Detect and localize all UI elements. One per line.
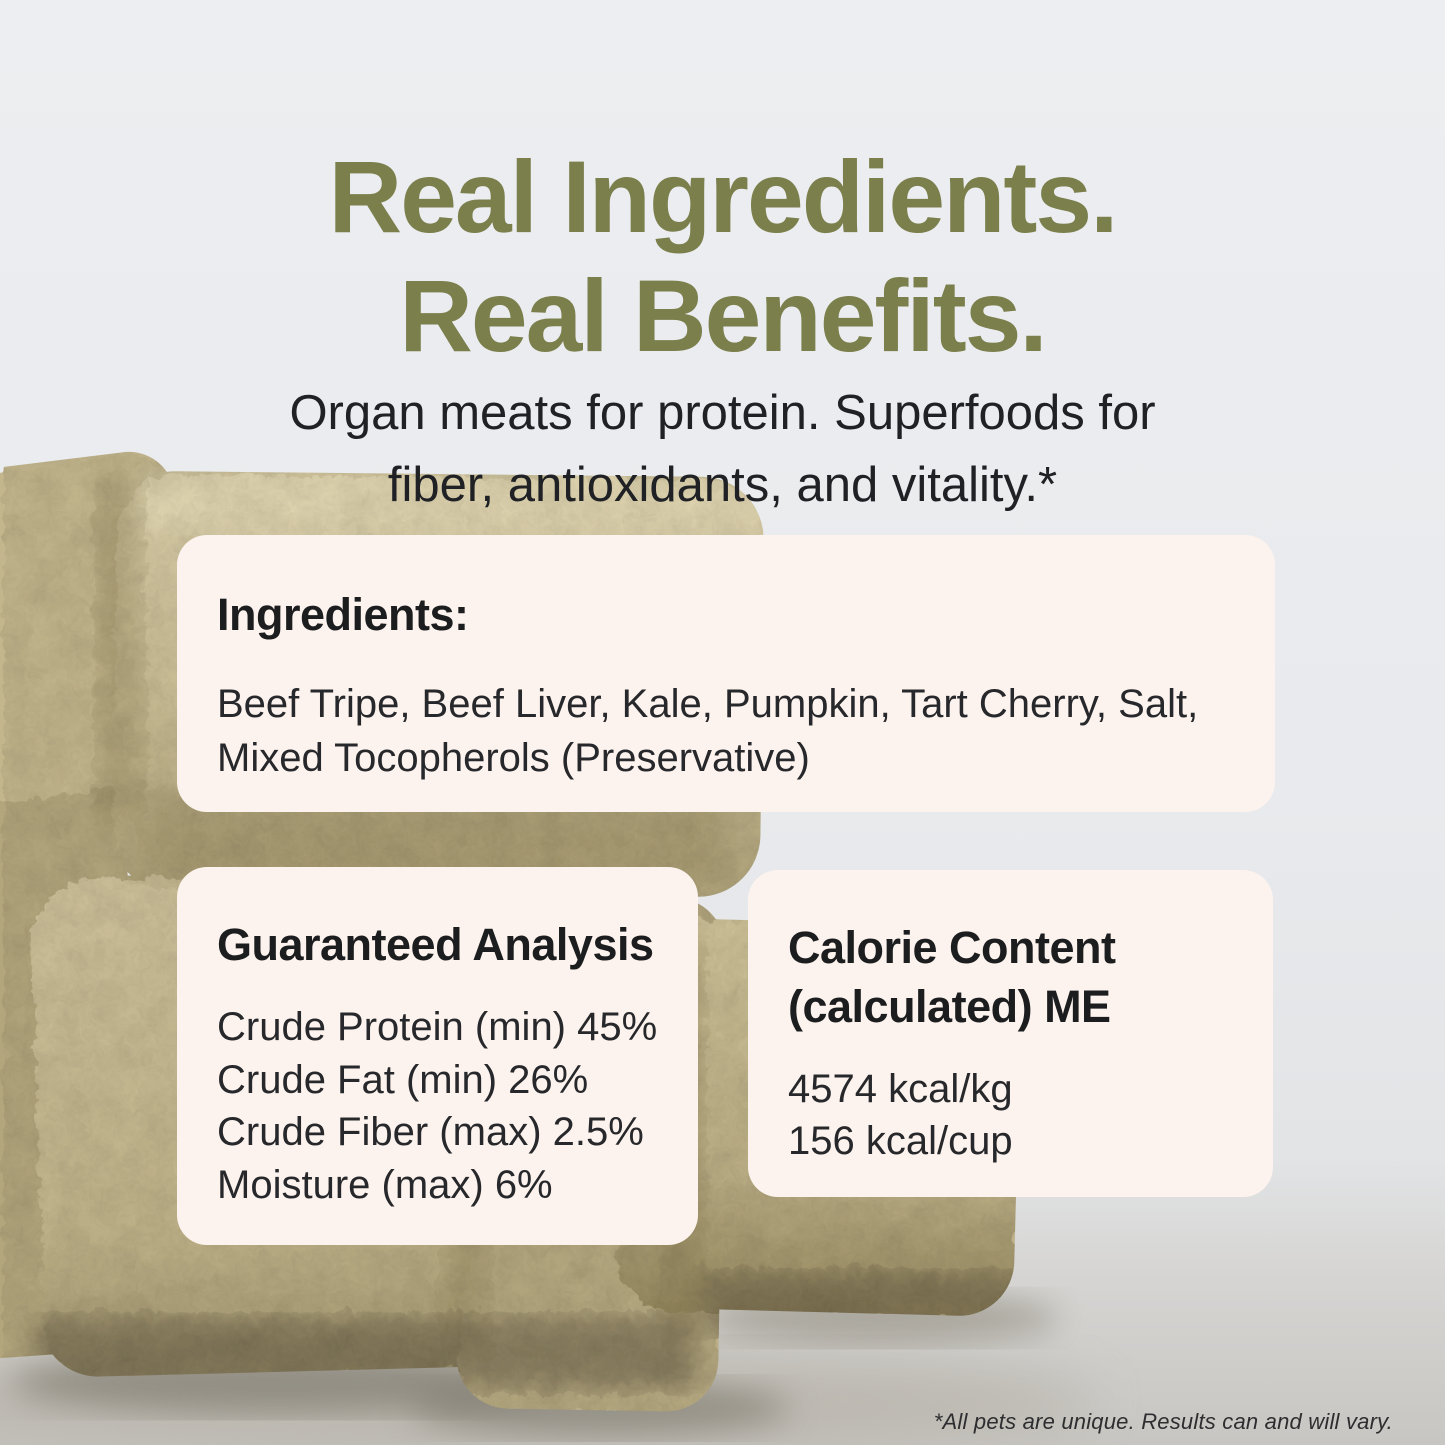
footnote: *All pets are unique. Results can and wi… <box>933 1409 1393 1434</box>
analysis-item-protein: Crude Protein (min) 45% <box>217 1005 658 1050</box>
calorie-title-line1: Calorie Content <box>788 922 1116 973</box>
subheadline-line2: fiber, antioxidants, and vitality.* <box>387 458 1058 513</box>
analysis-item-fat: Crude Fat (min) 26% <box>217 1057 589 1102</box>
calorie-content-card: Calorie Content (calculated) ME 4574 kca… <box>748 870 1273 1197</box>
ingredients-card-body: Beef Tripe, Beef Liver, Kale, Pumpkin, T… <box>217 678 1235 785</box>
guaranteed-analysis-card: Guaranteed Analysis Crude Protein (min) … <box>177 867 698 1245</box>
subheadline-line1: Organ meats for protein. Superfoods for <box>289 386 1156 440</box>
ingredients-card-title: Ingredients: <box>217 589 469 640</box>
calorie-title-line2: (calculated) ME <box>788 981 1111 1033</box>
analysis-item-moisture: Moisture (max) 6% <box>217 1162 553 1207</box>
ingredients-card: Ingredients: Beef Tripe, Beef Liver, Kal… <box>177 535 1275 812</box>
ingredients-body-line1: Beef Tripe, Beef Liver, Kale, Pumpkin, T… <box>217 682 1199 727</box>
headline: Real Ingredients. Real Benefits. <box>0 138 1445 375</box>
calorie-content-title: Calorie Content (calculated) ME <box>788 918 1259 1037</box>
headline-line2: Real Benefits. <box>399 258 1048 373</box>
calorie-item-cup: 156 kcal/cup <box>788 1118 1013 1163</box>
ingredients-body-line2: Mixed Tocopherols (Preservative) <box>217 735 810 780</box>
analysis-item-fiber: Crude Fiber (max) 2.5% <box>217 1110 644 1155</box>
calorie-item-kg: 4574 kcal/kg <box>788 1066 1013 1111</box>
guaranteed-analysis-list: Crude Protein (min) 45% Crude Fat (min) … <box>217 1001 684 1211</box>
guaranteed-analysis-title: Guaranteed Analysis <box>217 919 654 970</box>
headline-line1: Real Ingredients. <box>328 140 1119 255</box>
subheadline: Organ meats for protein. Superfoods for … <box>0 377 1445 521</box>
calorie-content-list: 4574 kcal/kg 156 kcal/cup <box>788 1063 1259 1167</box>
